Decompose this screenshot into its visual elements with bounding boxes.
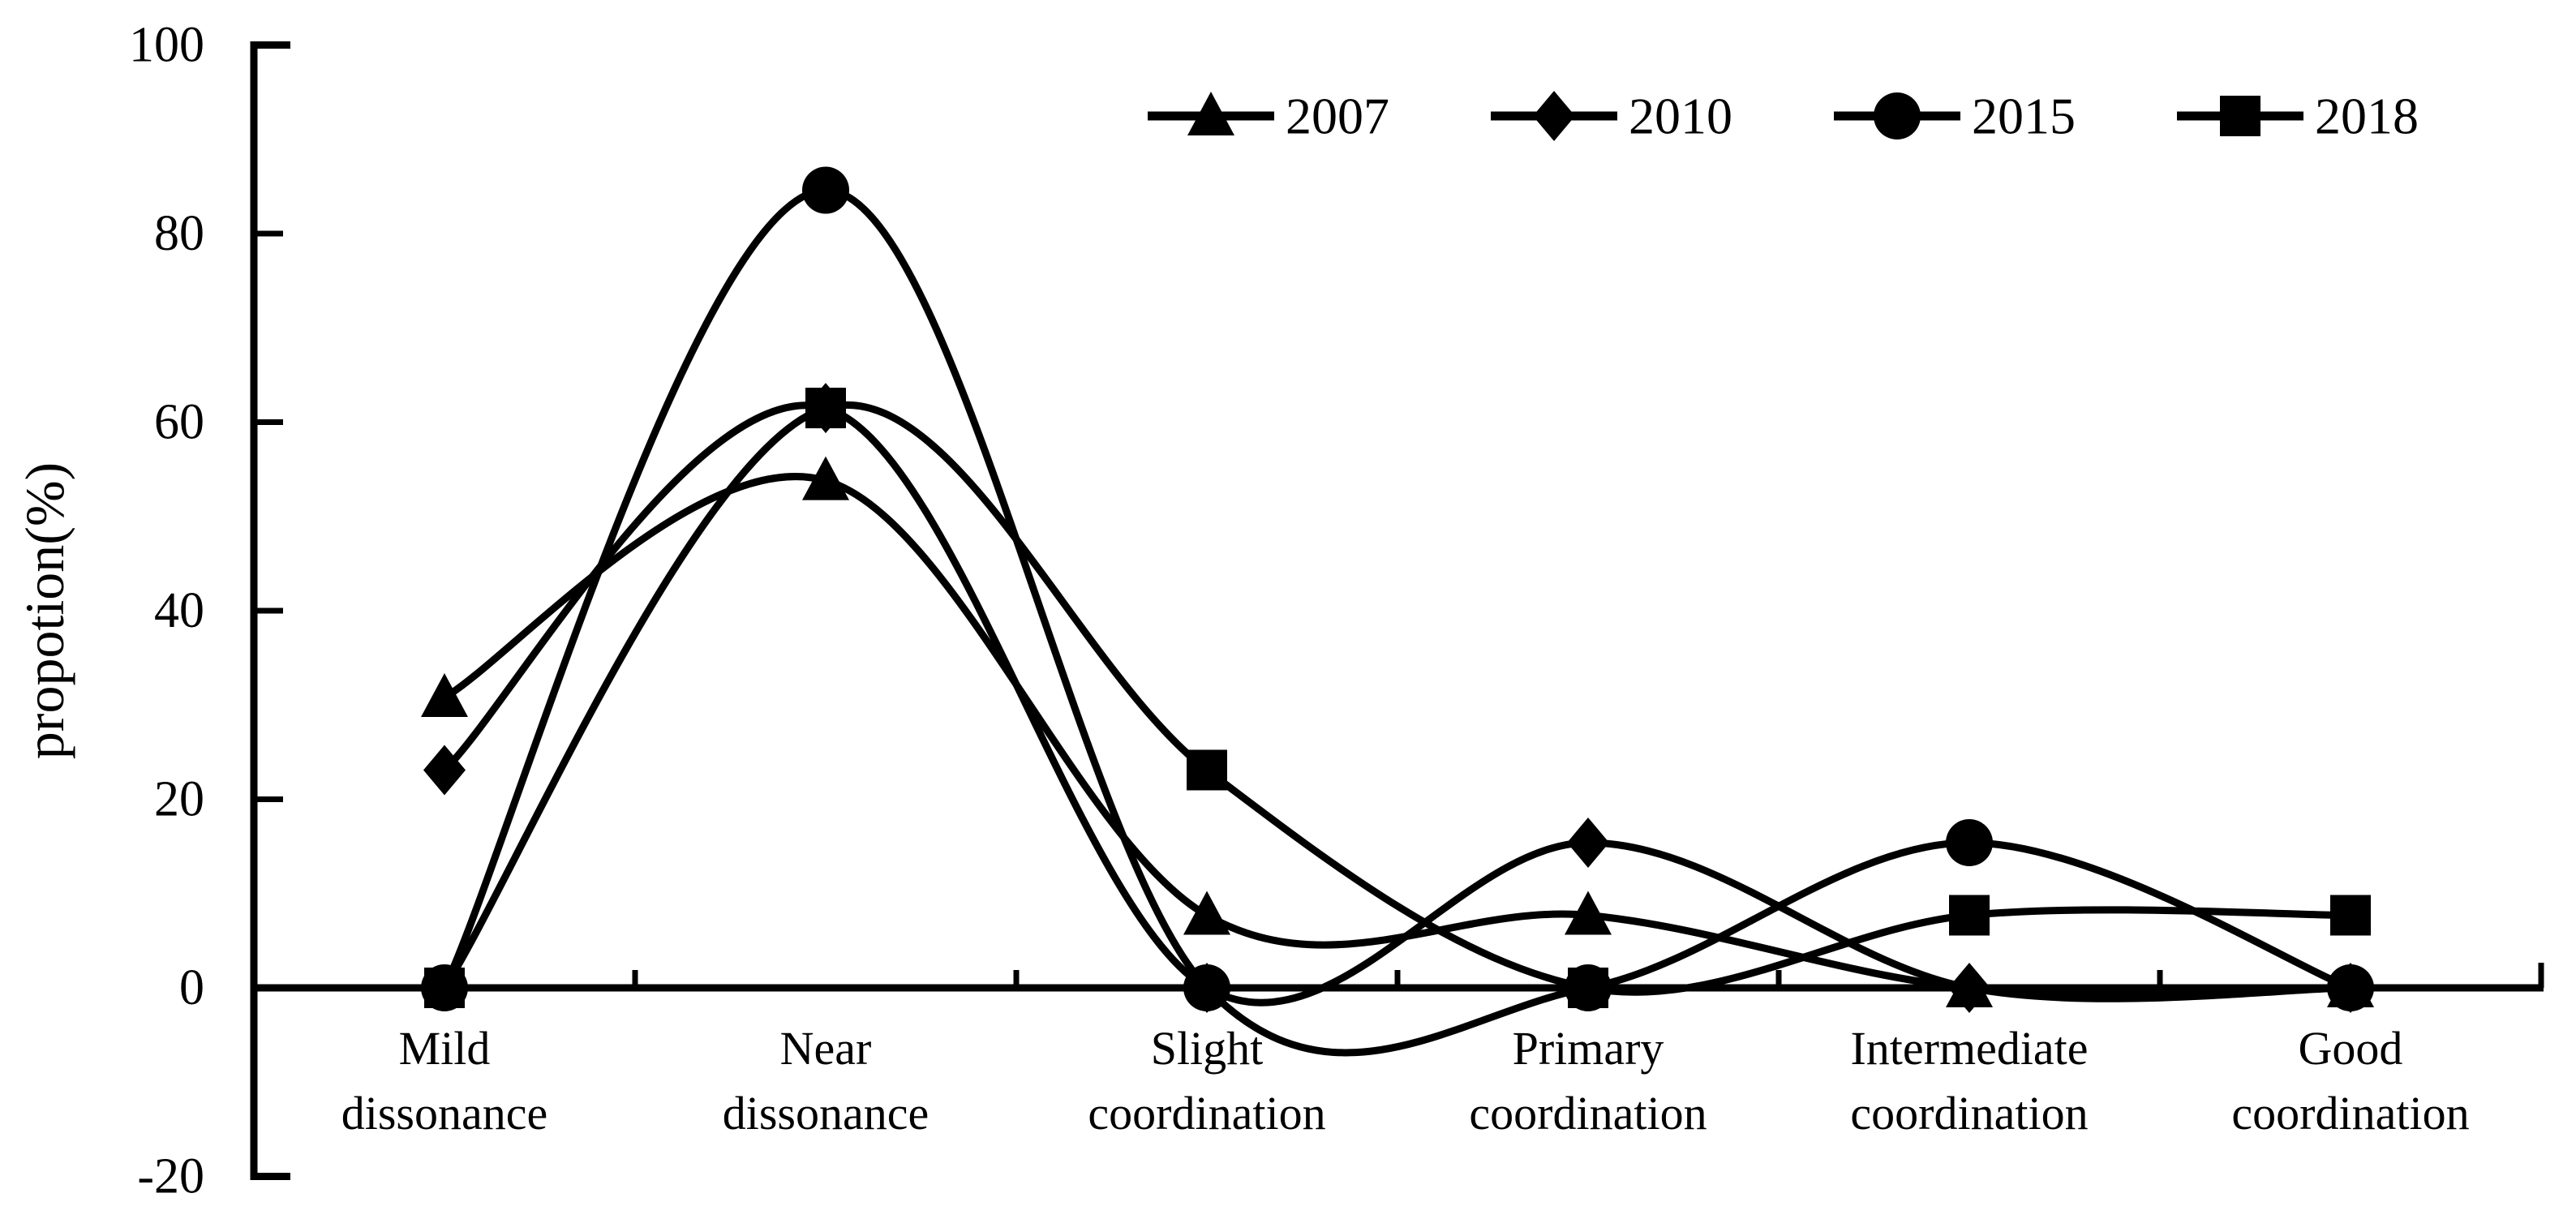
legend-marker-square bbox=[2220, 96, 2260, 136]
category-label: Good coordination bbox=[2231, 1022, 2469, 1140]
marker-2018-Slight coordination bbox=[1187, 749, 1227, 791]
category-label: Near dissonance bbox=[723, 1022, 930, 1140]
y-tick-labels: 100 80 60 40 20 0 -20 bbox=[129, 18, 204, 1204]
y-tick-label: 80 bbox=[154, 206, 204, 261]
series-2007 bbox=[421, 456, 2374, 1007]
marker-2007-Mild dissonance bbox=[421, 672, 468, 717]
legend-item-2018: 2018 bbox=[2177, 88, 2419, 145]
series-2018 bbox=[424, 388, 2371, 1008]
series-2015 bbox=[421, 166, 2374, 1057]
category-label-line2: coordination bbox=[1088, 1087, 1325, 1140]
marker-2007-Near dissonance bbox=[802, 456, 849, 500]
legend-item-2010: 2010 bbox=[1491, 88, 1732, 145]
category-label: Slight coordination bbox=[1088, 1022, 1325, 1140]
category-label: Intermediate coordination bbox=[1850, 1022, 2088, 1140]
marker-2015-Good coordination bbox=[2327, 964, 2374, 1011]
legend-item-2015: 2015 bbox=[1834, 88, 2076, 145]
marker-2007-Intermediate coordination bbox=[1946, 964, 1993, 1007]
category-label: Mild dissonance bbox=[341, 1022, 548, 1140]
category-label-line2: coordination bbox=[2231, 1087, 2469, 1140]
category-label-line1: Slight bbox=[1151, 1022, 1264, 1075]
category-label-line1: Primary bbox=[1513, 1022, 1664, 1075]
y-tick-label: -20 bbox=[137, 1149, 204, 1204]
y-tick-label: 0 bbox=[179, 960, 204, 1015]
marker-2018-Intermediate coordination bbox=[1949, 895, 1990, 936]
marker-2015-Mild dissonance bbox=[421, 964, 468, 1011]
series-curve-2007 bbox=[442, 473, 2351, 998]
category-label-line2: dissonance bbox=[723, 1087, 930, 1140]
category-label-line2: coordination bbox=[1469, 1087, 1707, 1140]
marker-2015-Primary coordination bbox=[1565, 964, 1612, 1011]
marker-2010-Mild dissonance bbox=[423, 745, 466, 796]
legend-label: 2018 bbox=[2315, 88, 2419, 145]
category-label-line1: Good bbox=[2299, 1022, 2403, 1075]
category-label-line2: coordination bbox=[1850, 1087, 2088, 1140]
marker-2007-Slight coordination bbox=[1183, 891, 1230, 935]
category-label-line2: dissonance bbox=[341, 1087, 548, 1140]
marker-2015-Intermediate coordination bbox=[1946, 818, 1993, 866]
y-axis-title: propotion(%) bbox=[14, 462, 75, 759]
marker-2015-Near dissonance bbox=[802, 166, 849, 214]
y-tick-label: 100 bbox=[129, 18, 204, 73]
marker-2018-Near dissonance bbox=[805, 388, 846, 429]
category-label: Primary coordination bbox=[1469, 1022, 1707, 1140]
legend-label: 2015 bbox=[1972, 88, 2076, 145]
legend-item-2007: 2007 bbox=[1148, 88, 1389, 145]
legend-marker-triangle bbox=[1187, 92, 1234, 135]
legend: 2007 2010 2015 2018 bbox=[1148, 88, 2419, 145]
marker-2018-Good coordination bbox=[2330, 895, 2371, 936]
legend-label: 2007 bbox=[1286, 88, 1389, 145]
category-label-line1: Intermediate bbox=[1850, 1022, 2088, 1075]
category-labels: Mild dissonance Near dissonance Slight coordi… bbox=[341, 1022, 2470, 1140]
category-label-line1: Mild bbox=[399, 1022, 491, 1075]
marker-2007-Primary coordination bbox=[1565, 891, 1612, 935]
y-tick-label: 60 bbox=[154, 395, 204, 450]
legend-marker-circle bbox=[1874, 92, 1921, 139]
marker-2015-Slight coordination bbox=[1183, 964, 1230, 1011]
category-label-line1: Near bbox=[780, 1022, 872, 1075]
x-axis bbox=[254, 963, 2544, 992]
y-tick-label: 40 bbox=[154, 583, 204, 638]
y-tick-label: 20 bbox=[154, 772, 204, 827]
marker-2010-Primary coordination bbox=[1567, 817, 1609, 868]
legend-marker-diamond bbox=[1533, 91, 1575, 141]
y-axis bbox=[250, 41, 290, 1180]
legend-label: 2010 bbox=[1629, 88, 1732, 145]
